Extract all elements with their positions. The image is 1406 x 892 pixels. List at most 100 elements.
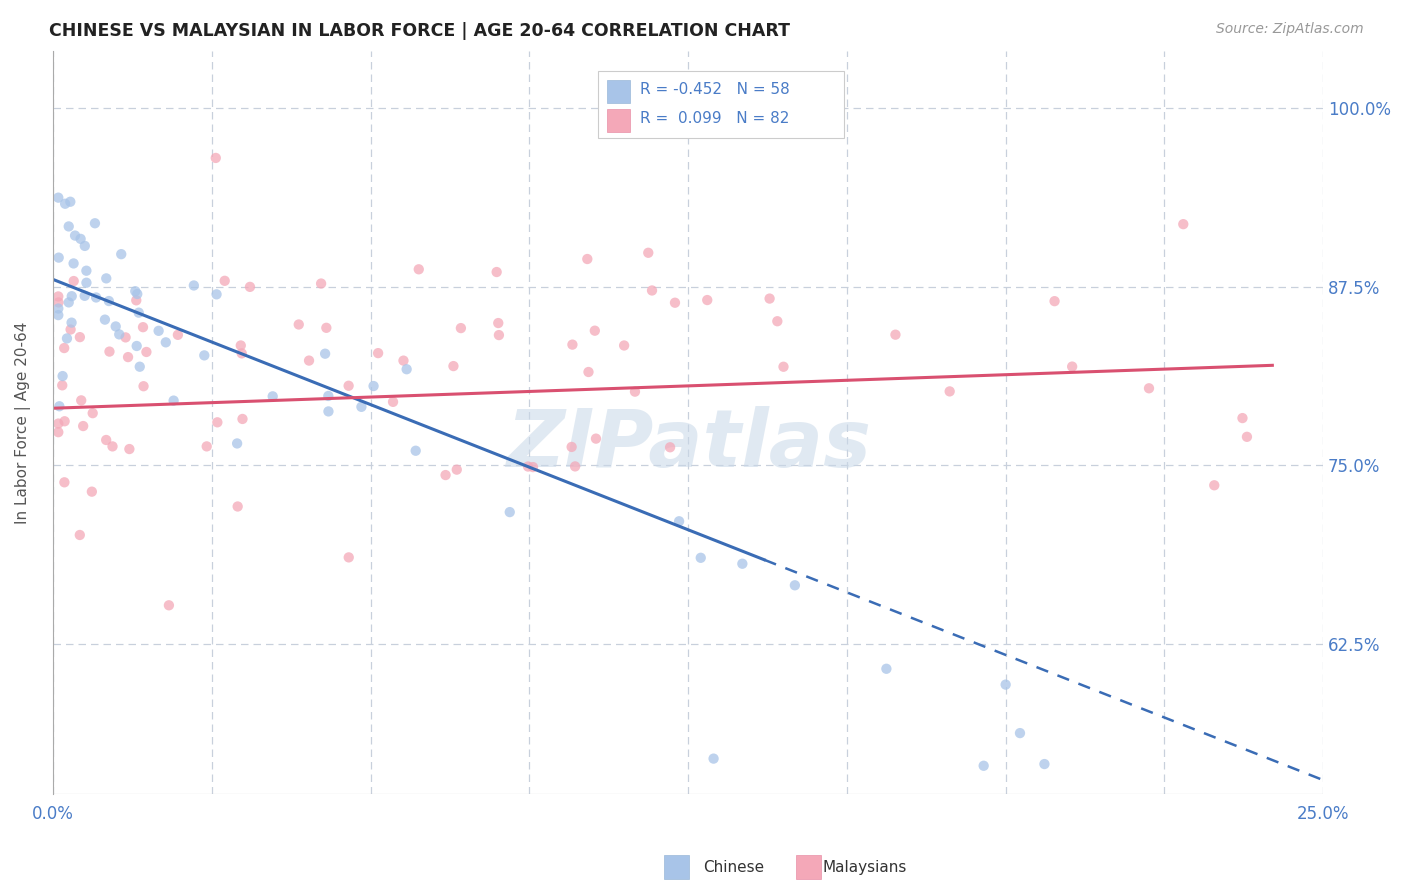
Point [53,414,76,428]
Point [84,290,107,304]
Point [994,677,1017,691]
Point [884,327,907,342]
Point [58,295,80,310]
Point [207,415,229,429]
Point [125,339,148,353]
Point [637,245,659,260]
Point [783,578,806,592]
Point [367,346,389,360]
Point [1137,381,1160,395]
Point [758,292,780,306]
Text: ZIPatlas: ZIPatlas [506,406,870,483]
Point [585,432,607,446]
Point [517,459,540,474]
Text: R =  0.099   N = 82: R = 0.099 N = 82 [640,111,789,126]
Point [1043,294,1066,309]
Point [59,194,82,209]
Point [668,514,690,528]
Point [408,262,430,277]
Point [96,433,118,447]
Text: Malaysians: Malaysians [823,860,907,874]
Point [108,327,131,342]
Point [973,758,995,772]
Point [69,528,91,542]
Point [132,379,155,393]
Point [193,348,215,362]
Point [395,362,418,376]
Point [118,442,141,456]
Point [1204,478,1226,492]
Point [94,312,117,326]
Y-axis label: In Labor Force | Age 20-64: In Labor Force | Age 20-64 [15,321,31,524]
Point [1173,217,1195,231]
Point [48,251,70,265]
Point [72,419,94,434]
Point [1062,359,1084,374]
Point [522,460,544,475]
Point [204,151,226,165]
Point [114,330,136,344]
Point [162,393,184,408]
Point [60,289,83,303]
Point [488,328,510,343]
Point [46,301,69,316]
Point [84,216,107,230]
Point [434,468,457,483]
Point [101,439,124,453]
Point [127,287,149,301]
Point [226,500,249,514]
Point [48,295,70,310]
Point [59,322,82,336]
Point [298,353,321,368]
Point [578,365,600,379]
Text: R = -0.452   N = 58: R = -0.452 N = 58 [640,82,790,97]
Point [938,384,960,399]
Point [214,274,236,288]
Point [96,271,118,285]
Point [624,384,647,399]
Text: Chinese: Chinese [703,860,763,874]
Point [70,393,93,408]
Point [1008,726,1031,740]
Point [314,347,336,361]
Point [60,316,83,330]
Text: CHINESE VS MALAYSIAN IN LABOR FORCE | AGE 20-64 CORRELATION CHART: CHINESE VS MALAYSIAN IN LABOR FORCE | AG… [49,22,790,40]
Point [231,346,253,360]
Point [613,338,636,352]
Point [63,228,86,243]
Point [337,550,360,565]
Point [382,395,405,409]
Point [450,321,472,335]
Point [392,353,415,368]
Point [155,335,177,350]
Point [148,324,170,338]
Point [689,550,711,565]
Point [659,440,682,454]
Point [128,306,150,320]
Point [132,320,155,334]
Point [239,280,262,294]
Point [309,277,332,291]
Point [318,404,340,418]
Point [350,400,373,414]
Point [73,239,96,253]
Point [561,337,583,351]
Point [731,557,754,571]
Point [128,359,150,374]
Point [98,344,121,359]
Point [205,287,228,301]
Point [69,232,91,246]
Point [561,440,583,454]
Point [486,316,509,330]
Point [52,369,75,384]
Point [443,359,465,373]
Point [62,256,84,270]
Point [183,278,205,293]
Point [117,350,139,364]
Point [69,330,91,344]
Point [583,324,606,338]
Text: Source: ZipAtlas.com: Source: ZipAtlas.com [1216,22,1364,37]
Point [287,318,309,332]
Point [1232,411,1254,425]
Point [110,247,132,261]
